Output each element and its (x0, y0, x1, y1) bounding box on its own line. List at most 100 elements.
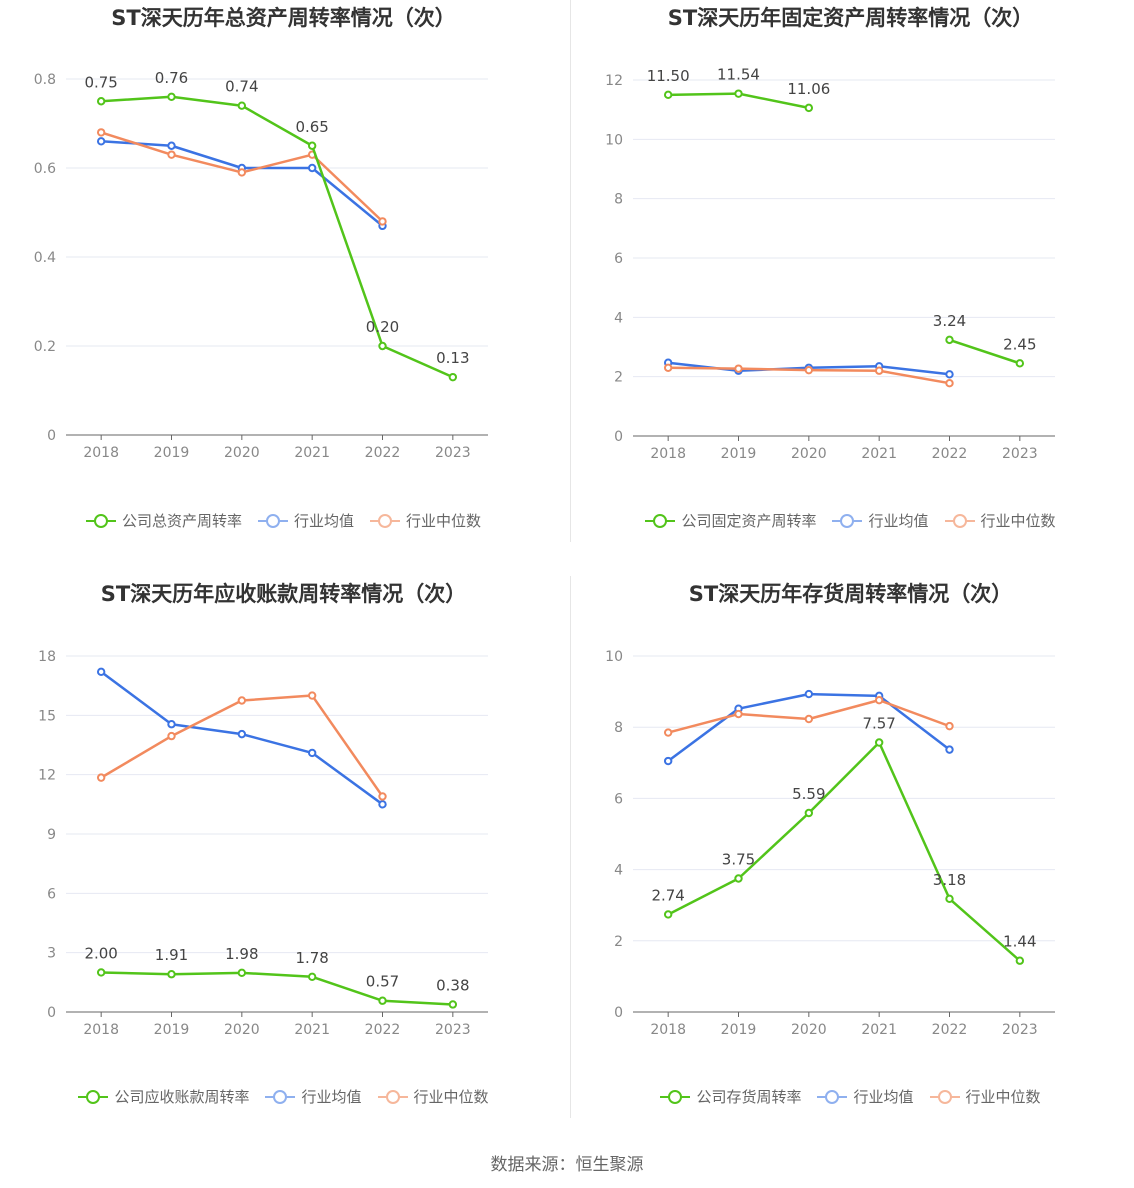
data-point-company[interactable] (167, 92, 176, 102)
data-point-median[interactable] (945, 378, 954, 388)
data-label: 0.74 (225, 78, 258, 96)
data-label: 0.13 (436, 349, 469, 367)
data-point-median[interactable] (804, 365, 814, 375)
data-point-median[interactable] (734, 709, 743, 719)
series-line-company (99, 971, 173, 976)
legend-item-median[interactable]: 行业中位数 (944, 510, 1056, 531)
y-tick-label: 0 (614, 429, 623, 445)
series-line-average (99, 670, 173, 726)
legend-label: 公司总资产周转率 (121, 512, 242, 530)
legend-item-company[interactable]: 公司固定资产周转率 (645, 510, 816, 531)
data-label: 3.75 (722, 851, 755, 869)
x-tick-label: 2019 (154, 445, 190, 461)
legend-item-average[interactable]: 行业均值 (832, 510, 929, 531)
data-point-company[interactable] (663, 910, 673, 919)
legend-item-company[interactable]: 公司应收账款周转率 (78, 1086, 249, 1107)
data-point-company[interactable] (237, 101, 247, 110)
data-point-median[interactable] (167, 150, 176, 159)
x-tick-label: 2021 (294, 1022, 330, 1038)
y-tick-label: 12 (605, 73, 623, 89)
series-line-company (170, 95, 244, 107)
data-point-median[interactable] (378, 792, 387, 801)
data-point-median[interactable] (378, 217, 387, 226)
data-point-average[interactable] (237, 729, 247, 739)
legend-item-median[interactable]: 行业中位数 (370, 510, 481, 531)
data-point-company[interactable] (448, 1000, 458, 1009)
data-point-median[interactable] (167, 731, 176, 741)
series-line-median (310, 153, 384, 223)
data-point-company[interactable] (307, 141, 317, 150)
data-point-company[interactable] (378, 341, 387, 351)
data-point-median[interactable] (804, 714, 814, 724)
legend-company-marker-icon (660, 1089, 691, 1104)
y-tick-label: 0 (47, 1005, 56, 1021)
data-point-average[interactable] (804, 689, 814, 699)
y-tick-label: 12 (38, 768, 56, 784)
data-label: 0.76 (155, 69, 188, 87)
data-point-company[interactable] (448, 372, 458, 382)
chart-plot: 0 3 6 9 12 15 18 2018 2019 2020 2021 2022 2023 2.00 1.… (38, 649, 488, 1038)
data-point-average[interactable] (167, 720, 176, 729)
data-point-average[interactable] (167, 141, 176, 150)
legend-item-company[interactable]: 公司总资产周转率 (85, 510, 242, 531)
data-point-company[interactable] (237, 968, 247, 978)
chart-legend: 公司总资产周转率 行业均值 行业中位数 (0, 510, 567, 531)
legend-median-marker-icon (944, 513, 975, 528)
data-point-median[interactable] (663, 728, 673, 737)
data-point-company[interactable] (96, 97, 106, 106)
data-point-company[interactable] (663, 90, 673, 100)
data-point-average[interactable] (945, 370, 954, 379)
data-point-median[interactable] (734, 364, 743, 373)
data-point-median[interactable] (96, 773, 106, 782)
data-point-average[interactable] (663, 756, 673, 766)
data-point-average[interactable] (378, 800, 387, 809)
data-point-company[interactable] (1015, 359, 1025, 368)
data-point-company[interactable] (734, 89, 743, 98)
data-point-average[interactable] (96, 667, 106, 677)
data-point-median[interactable] (96, 128, 106, 137)
panel-divider (570, 576, 571, 1118)
data-point-average[interactable] (307, 163, 317, 173)
data-point-average[interactable] (945, 745, 954, 754)
data-point-median[interactable] (945, 721, 954, 731)
x-tick-label: 2022 (365, 1022, 401, 1038)
legend-median-marker-icon (929, 1089, 960, 1104)
data-point-median[interactable] (663, 363, 673, 372)
x-tick-label: 2023 (1002, 1022, 1038, 1038)
y-tick-label: 0 (614, 1005, 623, 1021)
data-point-average[interactable] (96, 137, 106, 146)
data-point-company[interactable] (96, 968, 106, 977)
y-tick-label: 4 (614, 863, 623, 879)
data-point-median[interactable] (237, 696, 247, 705)
data-point-median[interactable] (237, 168, 247, 177)
data-point-company[interactable] (167, 970, 176, 979)
legend-item-median[interactable]: 行业中位数 (377, 1086, 489, 1107)
legend-company-marker-icon (645, 513, 676, 528)
legend-label: 行业均值 (853, 1088, 914, 1106)
chart-legend: 公司存货周转率 行业均值 行业中位数 (567, 1086, 1134, 1107)
data-point-company[interactable] (307, 972, 317, 981)
data-point-company[interactable] (804, 808, 814, 818)
data-point-company[interactable] (945, 894, 954, 903)
data-point-median[interactable] (307, 691, 317, 700)
legend-item-median[interactable]: 行业中位数 (929, 1086, 1041, 1107)
legend-item-company[interactable]: 公司存货周转率 (660, 1086, 801, 1107)
series-line-company (948, 338, 1022, 365)
legend-item-average[interactable]: 行业均值 (257, 510, 354, 531)
data-point-company[interactable] (874, 738, 884, 747)
chart-legend: 公司应收账款周转率 行业均值 行业中位数 (0, 1086, 567, 1107)
data-label: 0.20 (366, 318, 399, 336)
data-point-company[interactable] (945, 335, 954, 345)
data-point-company[interactable] (378, 996, 387, 1005)
data-point-company[interactable] (1015, 956, 1025, 965)
data-point-median[interactable] (874, 695, 884, 705)
data-point-company[interactable] (734, 874, 743, 883)
legend-item-average[interactable]: 行业均值 (265, 1086, 362, 1107)
x-tick-label: 2020 (791, 446, 827, 462)
data-point-average[interactable] (307, 748, 317, 758)
series-line-company (807, 741, 881, 815)
chart-title: ST深天历年存货周转率情况（次） (688, 582, 1013, 606)
legend-item-average[interactable]: 行业均值 (817, 1086, 914, 1107)
data-point-company[interactable] (804, 103, 814, 113)
data-point-median[interactable] (874, 366, 884, 375)
